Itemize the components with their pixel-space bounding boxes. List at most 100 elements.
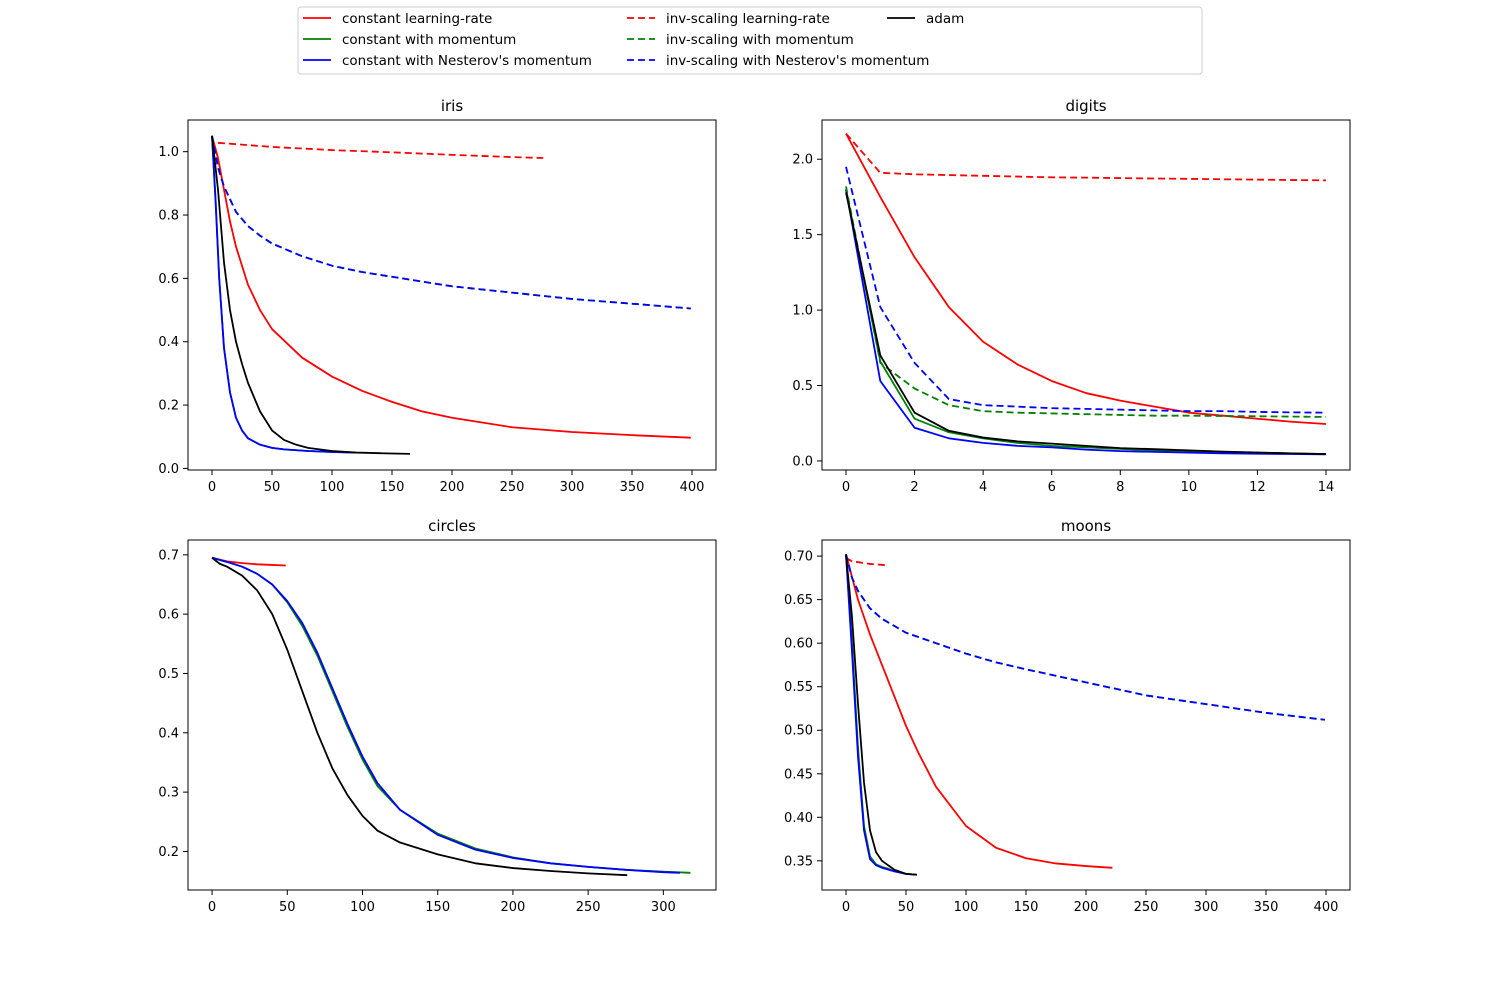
y-tick-label: 0.35: [784, 854, 813, 869]
x-tick-label: 2: [910, 480, 918, 495]
series-line-const-nest: [845, 189, 1327, 456]
y-tick-label: 0.6: [158, 272, 179, 287]
x-tick-label: 250: [500, 480, 525, 495]
series-group: [211, 135, 691, 455]
y-tick-label: 0.65: [784, 593, 813, 608]
legend-entry-inv-nest: inv-scaling with Nesterov's momentum: [627, 53, 929, 69]
subplot-circles: circles 0 50 100 150 200 250 300 0.2 0.3 0.4 0.5 0.6…: [158, 517, 717, 915]
series-line-inv-lr: [845, 132, 1327, 182]
y-tick-label: 0.70: [784, 550, 813, 565]
legend-entry-const-mom: constant with momentum: [303, 32, 516, 48]
x-tick-label: 200: [1074, 900, 1099, 915]
series-line-adam: [845, 192, 1327, 455]
x-tick-label: 0: [208, 900, 216, 915]
y-tick-label: 0.45: [784, 767, 813, 782]
x-tick-label: 150: [380, 480, 405, 495]
y-tick-label: 0.4: [158, 726, 179, 741]
subplot-moons: moons 0 50 100 150 200 250 300 350 400 0.35 0.40 0.4…: [784, 517, 1351, 915]
legend-entry-inv-mom: inv-scaling with momentum: [627, 32, 854, 48]
legend-entry-adam: adam: [887, 11, 964, 27]
series-line-inv-mom: [845, 186, 1327, 418]
x-tick-label: 200: [440, 480, 465, 495]
y-tick-label: 1.0: [158, 145, 179, 160]
series-line-inv-nest: [845, 554, 1325, 721]
axes-frame: [821, 119, 1351, 471]
series-line-constant-lr: [211, 135, 691, 439]
x-tick-label: 300: [1194, 900, 1219, 915]
x-tick-label: 100: [320, 480, 345, 495]
x-tick-label: 200: [501, 900, 526, 915]
series-line-const-nest: [211, 556, 680, 874]
x-tick-label: 250: [1134, 900, 1159, 915]
legend-label: inv-scaling learning-rate: [666, 11, 830, 27]
y-tick-label: 0.60: [784, 637, 813, 652]
series-line-adam: [845, 554, 917, 876]
y-tick-label: 0.2: [158, 845, 179, 860]
x-tick-label: 150: [1014, 900, 1039, 915]
y-tick-label: 0.6: [158, 608, 179, 623]
y-tick-label: 1.0: [792, 304, 813, 319]
legend: constant learning-rate constant with mome…: [297, 6, 1203, 75]
x-tick-label: 14: [1318, 480, 1335, 495]
series-line-adam: [211, 557, 628, 877]
x-tick-label: 300: [560, 480, 585, 495]
x-tick-label: 350: [620, 480, 645, 495]
legend-label: constant with momentum: [342, 32, 516, 48]
x-tick-label: 100: [954, 900, 979, 915]
y-tick-label: 0.2: [158, 399, 179, 414]
y-tick-label: 0.55: [784, 680, 813, 695]
subplot-digits: digits 0 2 4 6 8 10 12 14 0.0 0.5 1.0 1.5 2.0: [792, 97, 1351, 495]
x-tick-label: 0: [208, 480, 216, 495]
x-tick-label: 300: [651, 900, 676, 915]
series-group: [845, 554, 1325, 876]
series-group: [211, 556, 691, 877]
legend-entry-constant-lr: constant learning-rate: [303, 11, 492, 27]
x-tick-label: 0: [842, 480, 850, 495]
series-line-constant-lr: [845, 133, 1327, 425]
x-tick-label: 10: [1181, 480, 1198, 495]
legend-label: constant learning-rate: [342, 11, 492, 27]
y-tick-label: 0.8: [158, 209, 179, 224]
subplot-title: circles: [428, 517, 476, 535]
series-line-adam: [211, 135, 411, 455]
series-line-inv-nest: [845, 166, 1327, 414]
x-tick-label: 50: [264, 480, 281, 495]
x-tick-label: 4: [979, 480, 987, 495]
x-tick-label: 150: [425, 900, 450, 915]
x-tick-label: 12: [1249, 480, 1266, 495]
series-line-const-nest: [845, 554, 917, 876]
series-line-inv-lr: [845, 557, 889, 567]
axes-frame: [187, 539, 717, 891]
x-tick-label: 400: [1314, 900, 1339, 915]
y-tick-label: 0.5: [158, 667, 179, 682]
legend-label: inv-scaling with Nesterov's momentum: [666, 53, 929, 69]
y-tick-label: 0.50: [784, 724, 813, 739]
series-line-inv-nest: [211, 135, 691, 310]
y-tick-label: 1.5: [792, 228, 813, 243]
series-line-const-nest: [211, 135, 357, 454]
legend-frame: [297, 6, 1203, 75]
subplot-iris: iris 0 50 100 150 200 250 300 350 400 0.0 0.2 0.4 0.6…: [158, 97, 717, 495]
legend-label: adam: [926, 11, 964, 27]
x-tick-label: 250: [576, 900, 601, 915]
x-tick-label: 100: [350, 900, 375, 915]
x-tick-label: 6: [1048, 480, 1056, 495]
subplot-title: digits: [1065, 97, 1106, 115]
y-tick-label: 0.0: [792, 454, 813, 469]
subplot-title: iris: [441, 97, 464, 115]
x-tick-label: 8: [1116, 480, 1124, 495]
y-tick-label: 0.5: [792, 379, 813, 394]
y-tick-label: 0.7: [158, 548, 179, 563]
legend-label: constant with Nesterov's momentum: [342, 53, 592, 69]
x-tick-label: 50: [898, 900, 915, 915]
legend-entry-inv-lr: inv-scaling learning-rate: [627, 11, 830, 27]
legend-label: inv-scaling with momentum: [666, 32, 854, 48]
x-tick-label: 400: [680, 480, 705, 495]
x-tick-label: 350: [1254, 900, 1279, 915]
legend-entry-const-nest: constant with Nesterov's momentum: [303, 53, 592, 69]
y-tick-label: 0.0: [158, 462, 179, 477]
x-tick-label: 0: [842, 900, 850, 915]
